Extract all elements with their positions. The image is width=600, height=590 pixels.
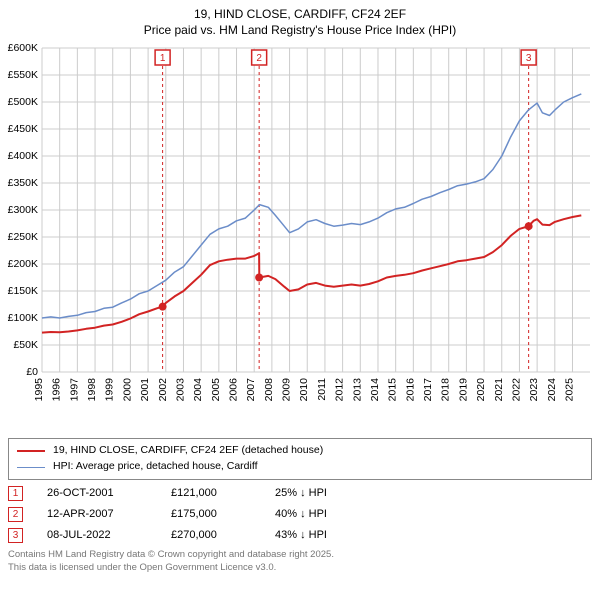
footer-attribution: Contains HM Land Registry data © Crown c…: [8, 549, 592, 575]
chart-area: £0 £50K £100K £150K £200K £250K £300K £350K £400…: [0, 42, 600, 432]
legend-swatch: [17, 467, 45, 468]
chart-title-block: 19, HIND CLOSE, CARDIFF, CF24 2EF Price …: [0, 0, 600, 42]
sale-change: 25% ↓ HPI: [275, 487, 375, 499]
footer-line-2: This data is licensed under the Open Gov…: [8, 562, 592, 575]
legend-swatch: [17, 450, 45, 452]
svg-text:3: 3: [526, 53, 532, 64]
legend: 19, HIND CLOSE, CARDIFF, CF24 2EF (detac…: [8, 438, 592, 480]
svg-text:£50K: £50K: [13, 339, 38, 351]
svg-text:2024: 2024: [546, 378, 558, 402]
svg-text:2: 2: [256, 53, 262, 64]
sale-marker-icon: 3: [8, 528, 23, 543]
svg-text:£550K: £550K: [8, 69, 38, 81]
svg-text:£500K: £500K: [8, 96, 38, 108]
svg-text:2019: 2019: [457, 378, 469, 402]
legend-item: 19, HIND CLOSE, CARDIFF, CF24 2EF (detac…: [17, 443, 583, 459]
svg-text:2008: 2008: [263, 378, 275, 402]
svg-text:£100K: £100K: [8, 312, 38, 324]
svg-text:£450K: £450K: [8, 123, 38, 135]
svg-text:£250K: £250K: [8, 231, 38, 243]
svg-text:2007: 2007: [245, 378, 257, 402]
svg-text:2006: 2006: [228, 378, 240, 402]
sale-change: 40% ↓ HPI: [275, 508, 375, 520]
svg-text:2023: 2023: [528, 378, 540, 402]
svg-text:£400K: £400K: [8, 150, 38, 162]
svg-text:2011: 2011: [316, 378, 328, 401]
sales-table: 1 26-OCT-2001 £121,000 25% ↓ HPI 2 12-AP…: [8, 486, 592, 543]
legend-label: 19, HIND CLOSE, CARDIFF, CF24 2EF (detac…: [53, 443, 323, 459]
svg-text:2003: 2003: [174, 378, 186, 402]
sales-row: 3 08-JUL-2022 £270,000 43% ↓ HPI: [8, 528, 592, 543]
sale-date: 08-JUL-2022: [47, 529, 147, 541]
legend-label: HPI: Average price, detached house, Card…: [53, 459, 258, 475]
legend-item: HPI: Average price, detached house, Card…: [17, 459, 583, 475]
svg-text:2004: 2004: [192, 378, 204, 402]
sale-date: 12-APR-2007: [47, 508, 147, 520]
svg-text:1999: 1999: [104, 378, 116, 402]
svg-text:1996: 1996: [51, 378, 63, 402]
svg-text:2017: 2017: [422, 378, 434, 402]
svg-text:1995: 1995: [33, 378, 45, 402]
svg-text:£600K: £600K: [8, 42, 38, 54]
svg-text:2001: 2001: [139, 378, 151, 402]
svg-text:£150K: £150K: [8, 285, 38, 297]
sale-price: £175,000: [171, 508, 251, 520]
svg-text:2014: 2014: [369, 378, 381, 402]
svg-text:1998: 1998: [86, 378, 98, 402]
svg-text:2016: 2016: [404, 378, 416, 402]
svg-text:2021: 2021: [493, 378, 505, 402]
svg-text:2005: 2005: [210, 378, 222, 402]
svg-text:2020: 2020: [475, 378, 487, 402]
title-line-1: 19, HIND CLOSE, CARDIFF, CF24 2EF: [0, 6, 600, 22]
sale-marker-icon: 1: [8, 486, 23, 501]
sales-row: 1 26-OCT-2001 £121,000 25% ↓ HPI: [8, 486, 592, 501]
title-line-2: Price paid vs. HM Land Registry's House …: [0, 22, 600, 38]
sale-price: £121,000: [171, 487, 251, 499]
svg-text:2018: 2018: [440, 378, 452, 402]
svg-text:2009: 2009: [281, 378, 293, 402]
svg-text:£350K: £350K: [8, 177, 38, 189]
svg-text:2012: 2012: [334, 378, 346, 402]
sale-price: £270,000: [171, 529, 251, 541]
sale-marker-icon: 2: [8, 507, 23, 522]
sales-row: 2 12-APR-2007 £175,000 40% ↓ HPI: [8, 507, 592, 522]
svg-text:2022: 2022: [510, 378, 522, 402]
svg-text:2015: 2015: [387, 378, 399, 402]
footer-line-1: Contains HM Land Registry data © Crown c…: [8, 549, 592, 562]
svg-text:£0: £0: [26, 366, 38, 378]
svg-text:1997: 1997: [68, 378, 80, 402]
sale-change: 43% ↓ HPI: [275, 529, 375, 541]
svg-text:2025: 2025: [563, 378, 575, 402]
svg-text:2002: 2002: [157, 378, 169, 402]
svg-text:1: 1: [160, 53, 166, 64]
svg-text:£300K: £300K: [8, 204, 38, 216]
svg-text:2010: 2010: [298, 378, 310, 402]
svg-text:2000: 2000: [121, 378, 133, 402]
chart-svg: £0 £50K £100K £150K £200K £250K £300K £350K £400…: [0, 42, 600, 432]
svg-text:£200K: £200K: [8, 258, 38, 270]
sale-date: 26-OCT-2001: [47, 487, 147, 499]
svg-text:2013: 2013: [351, 378, 363, 402]
